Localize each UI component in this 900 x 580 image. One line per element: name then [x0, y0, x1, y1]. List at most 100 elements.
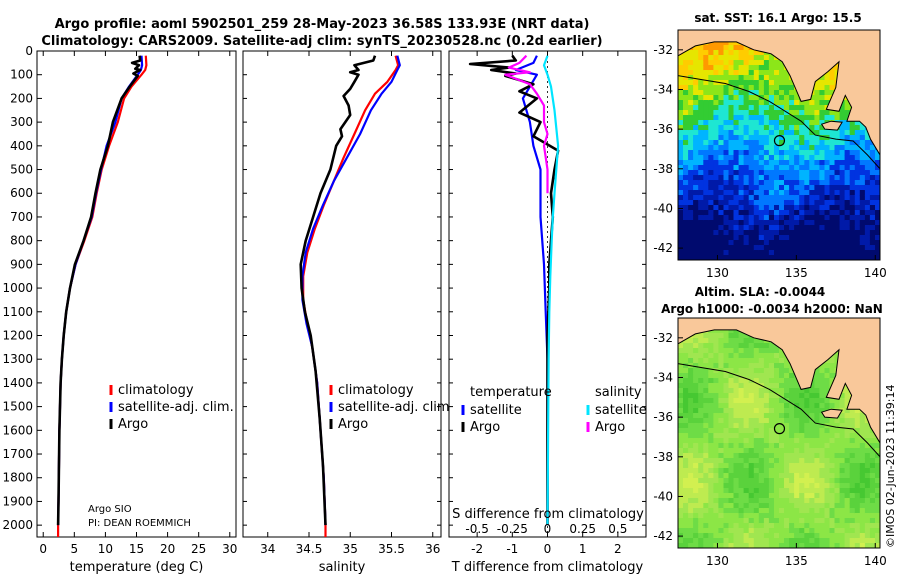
map-cell	[703, 245, 709, 251]
map-cell	[774, 150, 780, 156]
map-cell	[718, 428, 724, 434]
map-cell	[728, 85, 735, 91]
pi-line1: Argo SIO	[88, 504, 132, 515]
map-cell	[824, 225, 831, 231]
map-cell	[733, 255, 740, 260]
title-line1: Argo profile: aoml 5902501_259 28-May-20…	[55, 17, 590, 32]
map-cell	[875, 538, 880, 544]
map-cell	[713, 343, 719, 349]
map-cell	[678, 523, 684, 529]
map-cell	[849, 140, 856, 146]
map-cell	[683, 383, 689, 389]
map-cell	[768, 343, 775, 349]
map-cell	[814, 205, 820, 211]
map-cell	[763, 60, 770, 66]
map-cell	[738, 80, 745, 86]
map-cell	[698, 533, 704, 539]
map-cell	[758, 130, 765, 136]
map-cell	[779, 363, 785, 369]
map-cell	[809, 508, 815, 514]
map-cell	[784, 155, 790, 161]
map-cell	[688, 373, 694, 379]
map-y-tick-label: -34	[653, 82, 673, 96]
legend-header-salinity: salinity	[595, 385, 642, 400]
map-cell	[774, 513, 780, 519]
map-cell	[688, 120, 694, 126]
map-cell	[789, 210, 795, 216]
map-cell	[763, 255, 770, 260]
map-cell	[758, 488, 765, 494]
map-cell	[738, 398, 745, 404]
map-cell	[738, 458, 745, 464]
map-cell	[864, 205, 871, 211]
map-cell	[779, 100, 785, 106]
map-cell	[804, 225, 810, 231]
map-cell	[738, 543, 745, 548]
map-cell	[753, 160, 760, 166]
map-cell	[779, 225, 785, 231]
map-cell	[799, 438, 805, 444]
map-cell	[849, 513, 856, 519]
map-cell	[854, 255, 861, 260]
map-cell	[683, 453, 689, 459]
map-cell	[768, 523, 775, 529]
map-cell	[875, 533, 880, 539]
map-cell	[718, 60, 724, 66]
map-cell	[678, 95, 684, 101]
map-cell	[738, 433, 745, 439]
map-cell	[774, 215, 780, 221]
map-cell	[768, 145, 775, 151]
map-cell	[824, 175, 831, 181]
map-cell	[774, 483, 780, 489]
map-cell	[753, 250, 760, 256]
map-cell	[809, 478, 815, 484]
map-cell	[804, 235, 810, 241]
map-cell	[748, 508, 755, 514]
map-cell	[875, 155, 880, 161]
map-cell	[693, 135, 699, 141]
map-cell	[758, 408, 765, 414]
map-cell	[844, 443, 851, 449]
map-cell	[718, 45, 724, 51]
map-cell	[779, 513, 785, 519]
map-cell	[869, 200, 876, 206]
map-cell	[723, 413, 730, 419]
map-cell	[688, 468, 694, 474]
map-cell	[779, 403, 785, 409]
map-cell	[849, 453, 856, 459]
x2-tick-label: 0.25	[569, 522, 596, 536]
map-cell	[804, 453, 810, 459]
map-cell	[869, 523, 876, 529]
map-cell	[763, 215, 770, 221]
map-cell	[748, 363, 755, 369]
map-cell	[834, 245, 841, 251]
map-cell	[733, 328, 740, 334]
map-cell	[703, 95, 709, 101]
map-cell	[779, 483, 785, 489]
map-cell	[753, 413, 760, 419]
map-cell	[723, 498, 730, 504]
map-cell	[804, 140, 810, 146]
map-cell	[728, 488, 735, 494]
map-cell	[733, 85, 740, 91]
map-cell	[733, 250, 740, 256]
plot-frame	[242, 50, 442, 538]
map-cell	[849, 498, 856, 504]
map-cell	[703, 200, 709, 206]
map-cell	[683, 358, 689, 364]
map-cell	[789, 105, 795, 111]
map-cell	[688, 368, 694, 374]
map-cell	[799, 403, 805, 409]
map-cell	[753, 170, 760, 176]
map-cell	[708, 403, 714, 409]
map-cell	[693, 215, 699, 221]
map-cell	[753, 463, 760, 469]
map-cell	[748, 165, 755, 171]
map-cell	[683, 523, 689, 529]
map-cell	[708, 503, 714, 509]
map-cell	[753, 338, 760, 344]
map-cell	[784, 383, 790, 389]
map-cell	[678, 85, 684, 91]
map-cell	[799, 140, 805, 146]
map-cell	[698, 513, 704, 519]
